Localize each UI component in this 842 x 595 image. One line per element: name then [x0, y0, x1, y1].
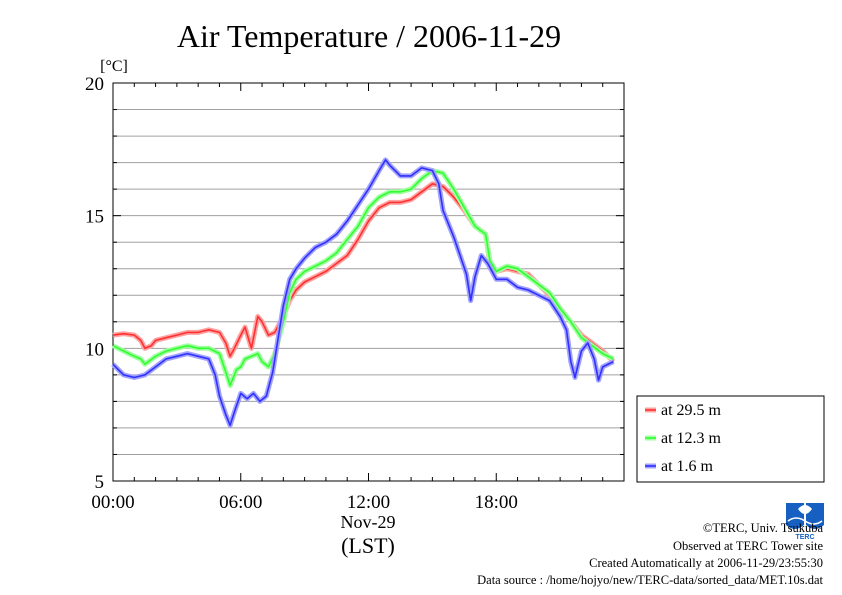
- x-tick-label: 18:00: [475, 492, 518, 513]
- terc-logo: TERC: [786, 503, 824, 541]
- x-tick-label: 12:00: [347, 492, 390, 513]
- legend-label: at 1.6 m: [661, 458, 714, 475]
- logo-drop-icon: [798, 505, 812, 514]
- x-tick-label: 06:00: [219, 492, 262, 513]
- footer-created: Created Automatically at 2006-11-29/23:5…: [589, 556, 823, 570]
- legend-box: [636, 395, 825, 483]
- chart-title: Air Temperature / 2006-11-29: [177, 18, 561, 54]
- legend-label: at 29.5 m: [661, 402, 722, 419]
- date-label: Nov-29: [341, 512, 396, 532]
- y-tick-label: 5: [95, 472, 105, 493]
- x-axis-label: (LST): [341, 533, 395, 558]
- y-tick-label: 15: [85, 207, 104, 228]
- y-axis-unit-label: [°C]: [100, 58, 128, 75]
- series-line-0: [112, 183, 614, 363]
- series-halo-0: [112, 181, 616, 364]
- x-tick-label: 00:00: [91, 492, 134, 513]
- legend: at 29.5 m at 12.3 m at 1.6 m: [636, 395, 825, 483]
- logo-text: TERC: [795, 534, 814, 541]
- y-tick-label: 10: [85, 339, 104, 360]
- footer-observed: Observed at TERC Tower site: [673, 539, 823, 553]
- series-line-2: [112, 159, 614, 427]
- series-halo-2: [111, 157, 615, 428]
- logo-wave-icon: [787, 517, 823, 525]
- x-tick-labels: 00:00 06:00 12:00 18:00: [91, 492, 518, 513]
- y-tick-labels: 5 10 15 20: [85, 74, 104, 493]
- y-tick-label: 20: [85, 74, 104, 95]
- footer-copyright: ©TERC, Univ. Tsukuba: [703, 521, 824, 535]
- series-line-1: [112, 169, 614, 387]
- grid-lines: [113, 109, 624, 455]
- plot-frame: [112, 82, 625, 482]
- footer-source: Data source : /home/hojyo/new/TERC-data/…: [477, 573, 823, 587]
- series-lines: [111, 157, 616, 428]
- legend-label: at 12.3 m: [661, 430, 722, 447]
- axis-ticks: [112, 82, 625, 482]
